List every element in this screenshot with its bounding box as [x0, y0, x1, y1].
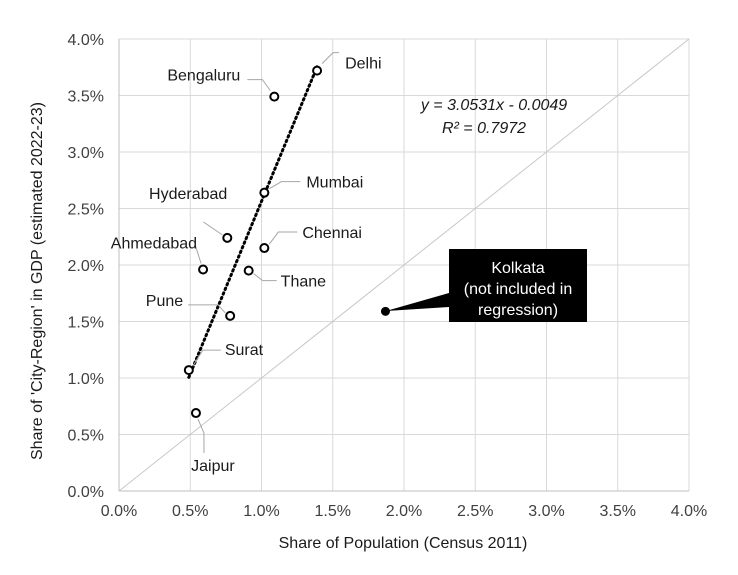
point-label-hyderabad: Hyderabad [149, 186, 227, 203]
data-point-pune [225, 310, 236, 321]
x-tick-labels: 0.0% 0.5% 1.0% 1.5% 2.0% 2.5% 3.0% 3.5% 4.0% [101, 503, 707, 520]
regression-equation: y = 3.0531x - 0.0049 [420, 97, 567, 114]
data-point-mumbai [259, 187, 270, 198]
data-point-chennai [259, 243, 270, 254]
x-tick-label: 1.0% [243, 503, 279, 520]
point-label-chennai: Chennai [302, 225, 362, 242]
x-tick-label: 3.5% [600, 503, 636, 520]
callout-line-3: regression) [478, 302, 558, 319]
data-point-jaipur [190, 408, 201, 419]
leader-line-ahmedabad [194, 244, 202, 264]
point-label-ahmedabad: Ahmedabad [111, 236, 197, 253]
y-axis-title: Share of 'City-Region' in GDP (estimated… [29, 102, 46, 460]
y-tick-label: 0.0% [68, 484, 104, 501]
callout-line-2: (not included in [464, 281, 573, 298]
r-squared-label: R² = 0.7972 [442, 120, 526, 137]
point-label-delhi: Delhi [345, 56, 381, 73]
leader-line-thane [253, 273, 277, 282]
data-point-thane [243, 265, 254, 276]
callout-line-1: Kolkata [491, 260, 544, 277]
data-point-bengaluru [269, 91, 280, 102]
point-label-mumbai: Mumbai [306, 175, 363, 192]
data-point-ahmedabad [198, 264, 209, 275]
y-tick-label: 3.5% [68, 89, 104, 106]
y-tick-label: 2.5% [68, 202, 104, 219]
point-label-jaipur: Jaipur [191, 458, 235, 475]
y-tick-label: 3.0% [68, 145, 104, 162]
y-tick-labels: 0.0% 0.5% 1.0% 1.5% 2.0% 2.5% 3.0% 3.5% 4.0% [68, 32, 104, 501]
leader-line-bengaluru [247, 79, 271, 91]
x-tick-label: 0.5% [172, 503, 208, 520]
x-tick-label: 2.0% [386, 503, 422, 520]
leader-line-pune [188, 304, 226, 314]
data-point-kolkata [380, 306, 390, 316]
leader-line-jaipur [197, 418, 205, 454]
x-axis-title: Share of Population (Census 2011) [279, 535, 528, 552]
data-point-surat [183, 365, 194, 376]
callout-box [386, 249, 587, 322]
data-points [183, 65, 323, 419]
kolkata-callout: Kolkata (not included in regression) [386, 249, 587, 322]
y-tick-label: 2.0% [68, 258, 104, 275]
x-tick-label: 0.0% [101, 503, 137, 520]
axes [118, 39, 689, 492]
x-tick-label: 1.5% [315, 503, 351, 520]
y-tick-label: 4.0% [68, 32, 104, 49]
reference-line-y-equals-x [118, 38, 690, 492]
y-tick-label: 1.0% [68, 371, 104, 388]
x-tick-label: 2.5% [457, 503, 493, 520]
point-label-surat: Surat [225, 342, 264, 359]
point-label-thane: Thane [281, 274, 326, 291]
y-tick-label: 0.5% [68, 428, 104, 445]
label-leader-lines [188, 52, 340, 454]
leader-line-hyderabad [203, 221, 223, 236]
x-tick-label: 4.0% [671, 503, 707, 520]
leader-line-delhi [321, 52, 340, 64]
y-tick-label: 1.5% [68, 315, 104, 332]
leader-line-surat [192, 349, 221, 367]
leader-line-mumbai [269, 181, 301, 190]
leader-line-chennai [268, 231, 298, 245]
point-label-pune: Pune [146, 293, 183, 310]
regression-trendline [187, 65, 319, 379]
x-tick-label: 3.0% [528, 503, 564, 520]
data-point-delhi [312, 65, 323, 76]
point-label-bengaluru: Bengaluru [167, 68, 240, 85]
point-labels: Delhi Bengaluru Mumbai Hyderabad Chennai Ahme… [111, 56, 382, 475]
data-point-hyderabad [222, 232, 233, 243]
